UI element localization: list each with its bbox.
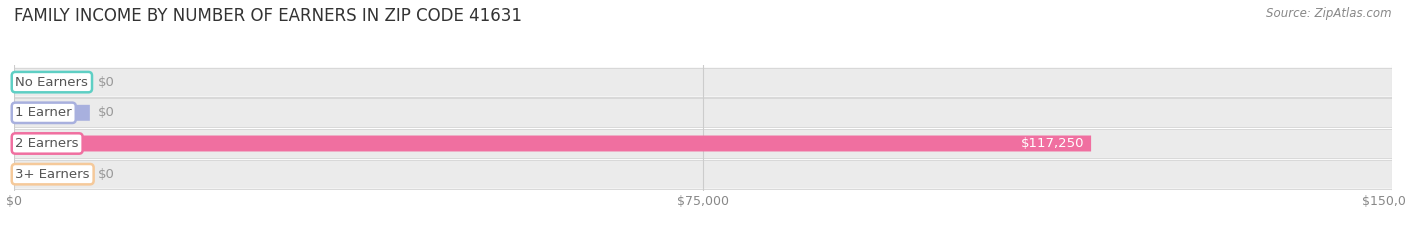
Text: $0: $0 <box>98 168 115 181</box>
FancyBboxPatch shape <box>14 98 1392 127</box>
FancyBboxPatch shape <box>14 160 1392 188</box>
FancyBboxPatch shape <box>14 129 1392 158</box>
Text: No Earners: No Earners <box>15 76 89 89</box>
Text: $117,250: $117,250 <box>1021 137 1084 150</box>
Text: Source: ZipAtlas.com: Source: ZipAtlas.com <box>1267 7 1392 20</box>
Text: 1 Earner: 1 Earner <box>15 106 72 119</box>
Text: 3+ Earners: 3+ Earners <box>15 168 90 181</box>
FancyBboxPatch shape <box>14 74 90 90</box>
FancyBboxPatch shape <box>14 136 1091 151</box>
FancyBboxPatch shape <box>14 68 1392 96</box>
Text: $0: $0 <box>98 76 115 89</box>
Text: $0: $0 <box>98 106 115 119</box>
FancyBboxPatch shape <box>14 166 90 182</box>
Text: 2 Earners: 2 Earners <box>15 137 79 150</box>
FancyBboxPatch shape <box>14 105 90 121</box>
Text: FAMILY INCOME BY NUMBER OF EARNERS IN ZIP CODE 41631: FAMILY INCOME BY NUMBER OF EARNERS IN ZI… <box>14 7 522 25</box>
